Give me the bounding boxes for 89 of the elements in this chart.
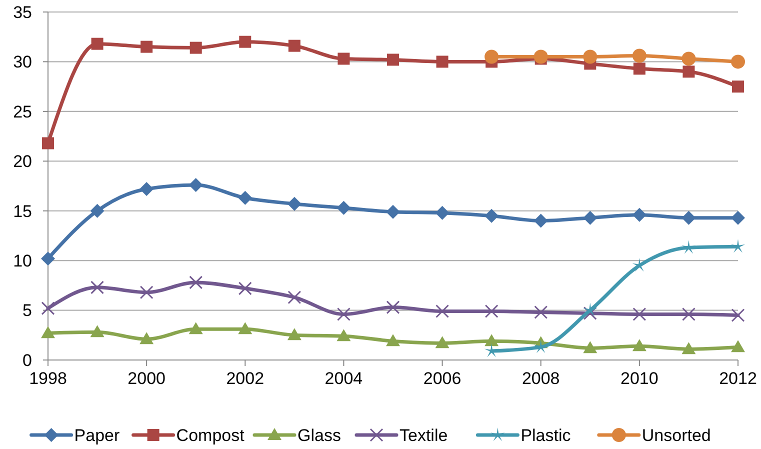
legend-label: Paper bbox=[74, 426, 120, 445]
point bbox=[731, 340, 745, 352]
point bbox=[140, 182, 154, 196]
y-tick-label: 10 bbox=[13, 252, 32, 271]
point bbox=[140, 40, 153, 53]
legend-label: Plastic bbox=[520, 426, 572, 445]
point bbox=[336, 308, 350, 322]
point bbox=[435, 206, 450, 220]
x-tick-label: 2008 bbox=[522, 369, 560, 388]
legend-label: Textile bbox=[400, 426, 448, 445]
point bbox=[583, 306, 597, 320]
point bbox=[632, 308, 646, 322]
point bbox=[90, 280, 104, 294]
point bbox=[682, 52, 696, 66]
point bbox=[140, 286, 154, 300]
point bbox=[632, 208, 646, 222]
point bbox=[534, 306, 548, 320]
y-tick-label: 5 bbox=[22, 301, 32, 320]
point bbox=[732, 80, 744, 93]
point bbox=[731, 54, 745, 69]
point bbox=[583, 210, 598, 225]
point bbox=[731, 210, 745, 225]
point bbox=[41, 302, 55, 316]
point bbox=[188, 322, 203, 334]
y-tick-label: 0 bbox=[22, 350, 32, 370]
point bbox=[386, 300, 400, 314]
point bbox=[583, 50, 598, 64]
point bbox=[189, 276, 203, 290]
point bbox=[682, 342, 696, 354]
point bbox=[386, 334, 400, 346]
point bbox=[633, 62, 646, 75]
point bbox=[484, 304, 498, 318]
point bbox=[682, 66, 695, 78]
point bbox=[682, 210, 696, 225]
x-tick-label: 2006 bbox=[423, 369, 462, 388]
point bbox=[238, 322, 252, 334]
point bbox=[731, 308, 745, 322]
point bbox=[632, 258, 647, 272]
y-tick-label: 30 bbox=[13, 52, 32, 72]
point bbox=[484, 208, 499, 223]
point bbox=[288, 290, 302, 304]
legend-label: Compost bbox=[176, 426, 245, 445]
point bbox=[484, 344, 499, 358]
x-tick-label: 2000 bbox=[128, 369, 166, 388]
point bbox=[188, 178, 203, 192]
legend-label: Glass bbox=[298, 426, 341, 445]
point bbox=[436, 304, 450, 318]
y-tick-label: 35 bbox=[13, 2, 32, 22]
x-tick-label: 1998 bbox=[29, 369, 67, 388]
y-tick-label: 25 bbox=[13, 102, 32, 122]
point bbox=[41, 252, 55, 266]
point bbox=[336, 200, 351, 215]
point bbox=[682, 308, 696, 322]
legend-label: Unsorted bbox=[642, 426, 711, 445]
point bbox=[534, 50, 548, 64]
point bbox=[190, 42, 202, 54]
point bbox=[484, 334, 499, 346]
point bbox=[436, 56, 448, 68]
point bbox=[336, 329, 351, 342]
point bbox=[287, 196, 302, 211]
point bbox=[632, 339, 646, 352]
point bbox=[90, 204, 104, 218]
y-tick-label: 15 bbox=[13, 202, 32, 221]
point bbox=[338, 52, 350, 65]
point bbox=[534, 214, 548, 228]
point bbox=[140, 332, 154, 344]
point bbox=[386, 204, 400, 219]
point bbox=[435, 336, 450, 348]
point bbox=[91, 38, 104, 50]
point bbox=[583, 302, 598, 316]
point bbox=[239, 36, 252, 48]
point bbox=[288, 40, 300, 52]
point bbox=[682, 240, 696, 254]
y-tick-label: 20 bbox=[13, 152, 32, 172]
point bbox=[583, 341, 598, 354]
point bbox=[238, 190, 252, 205]
point bbox=[632, 48, 646, 63]
x-tick-label: 2010 bbox=[620, 369, 658, 388]
point bbox=[287, 328, 302, 340]
point bbox=[730, 239, 746, 253]
x-tick-label: 2002 bbox=[226, 369, 264, 388]
point bbox=[484, 50, 499, 64]
point bbox=[238, 282, 252, 296]
point bbox=[42, 137, 54, 150]
point bbox=[90, 325, 104, 338]
point bbox=[41, 326, 55, 338]
point bbox=[387, 54, 399, 66]
x-tick-label: 2004 bbox=[324, 369, 363, 388]
x-tick-label: 2012 bbox=[719, 369, 757, 388]
